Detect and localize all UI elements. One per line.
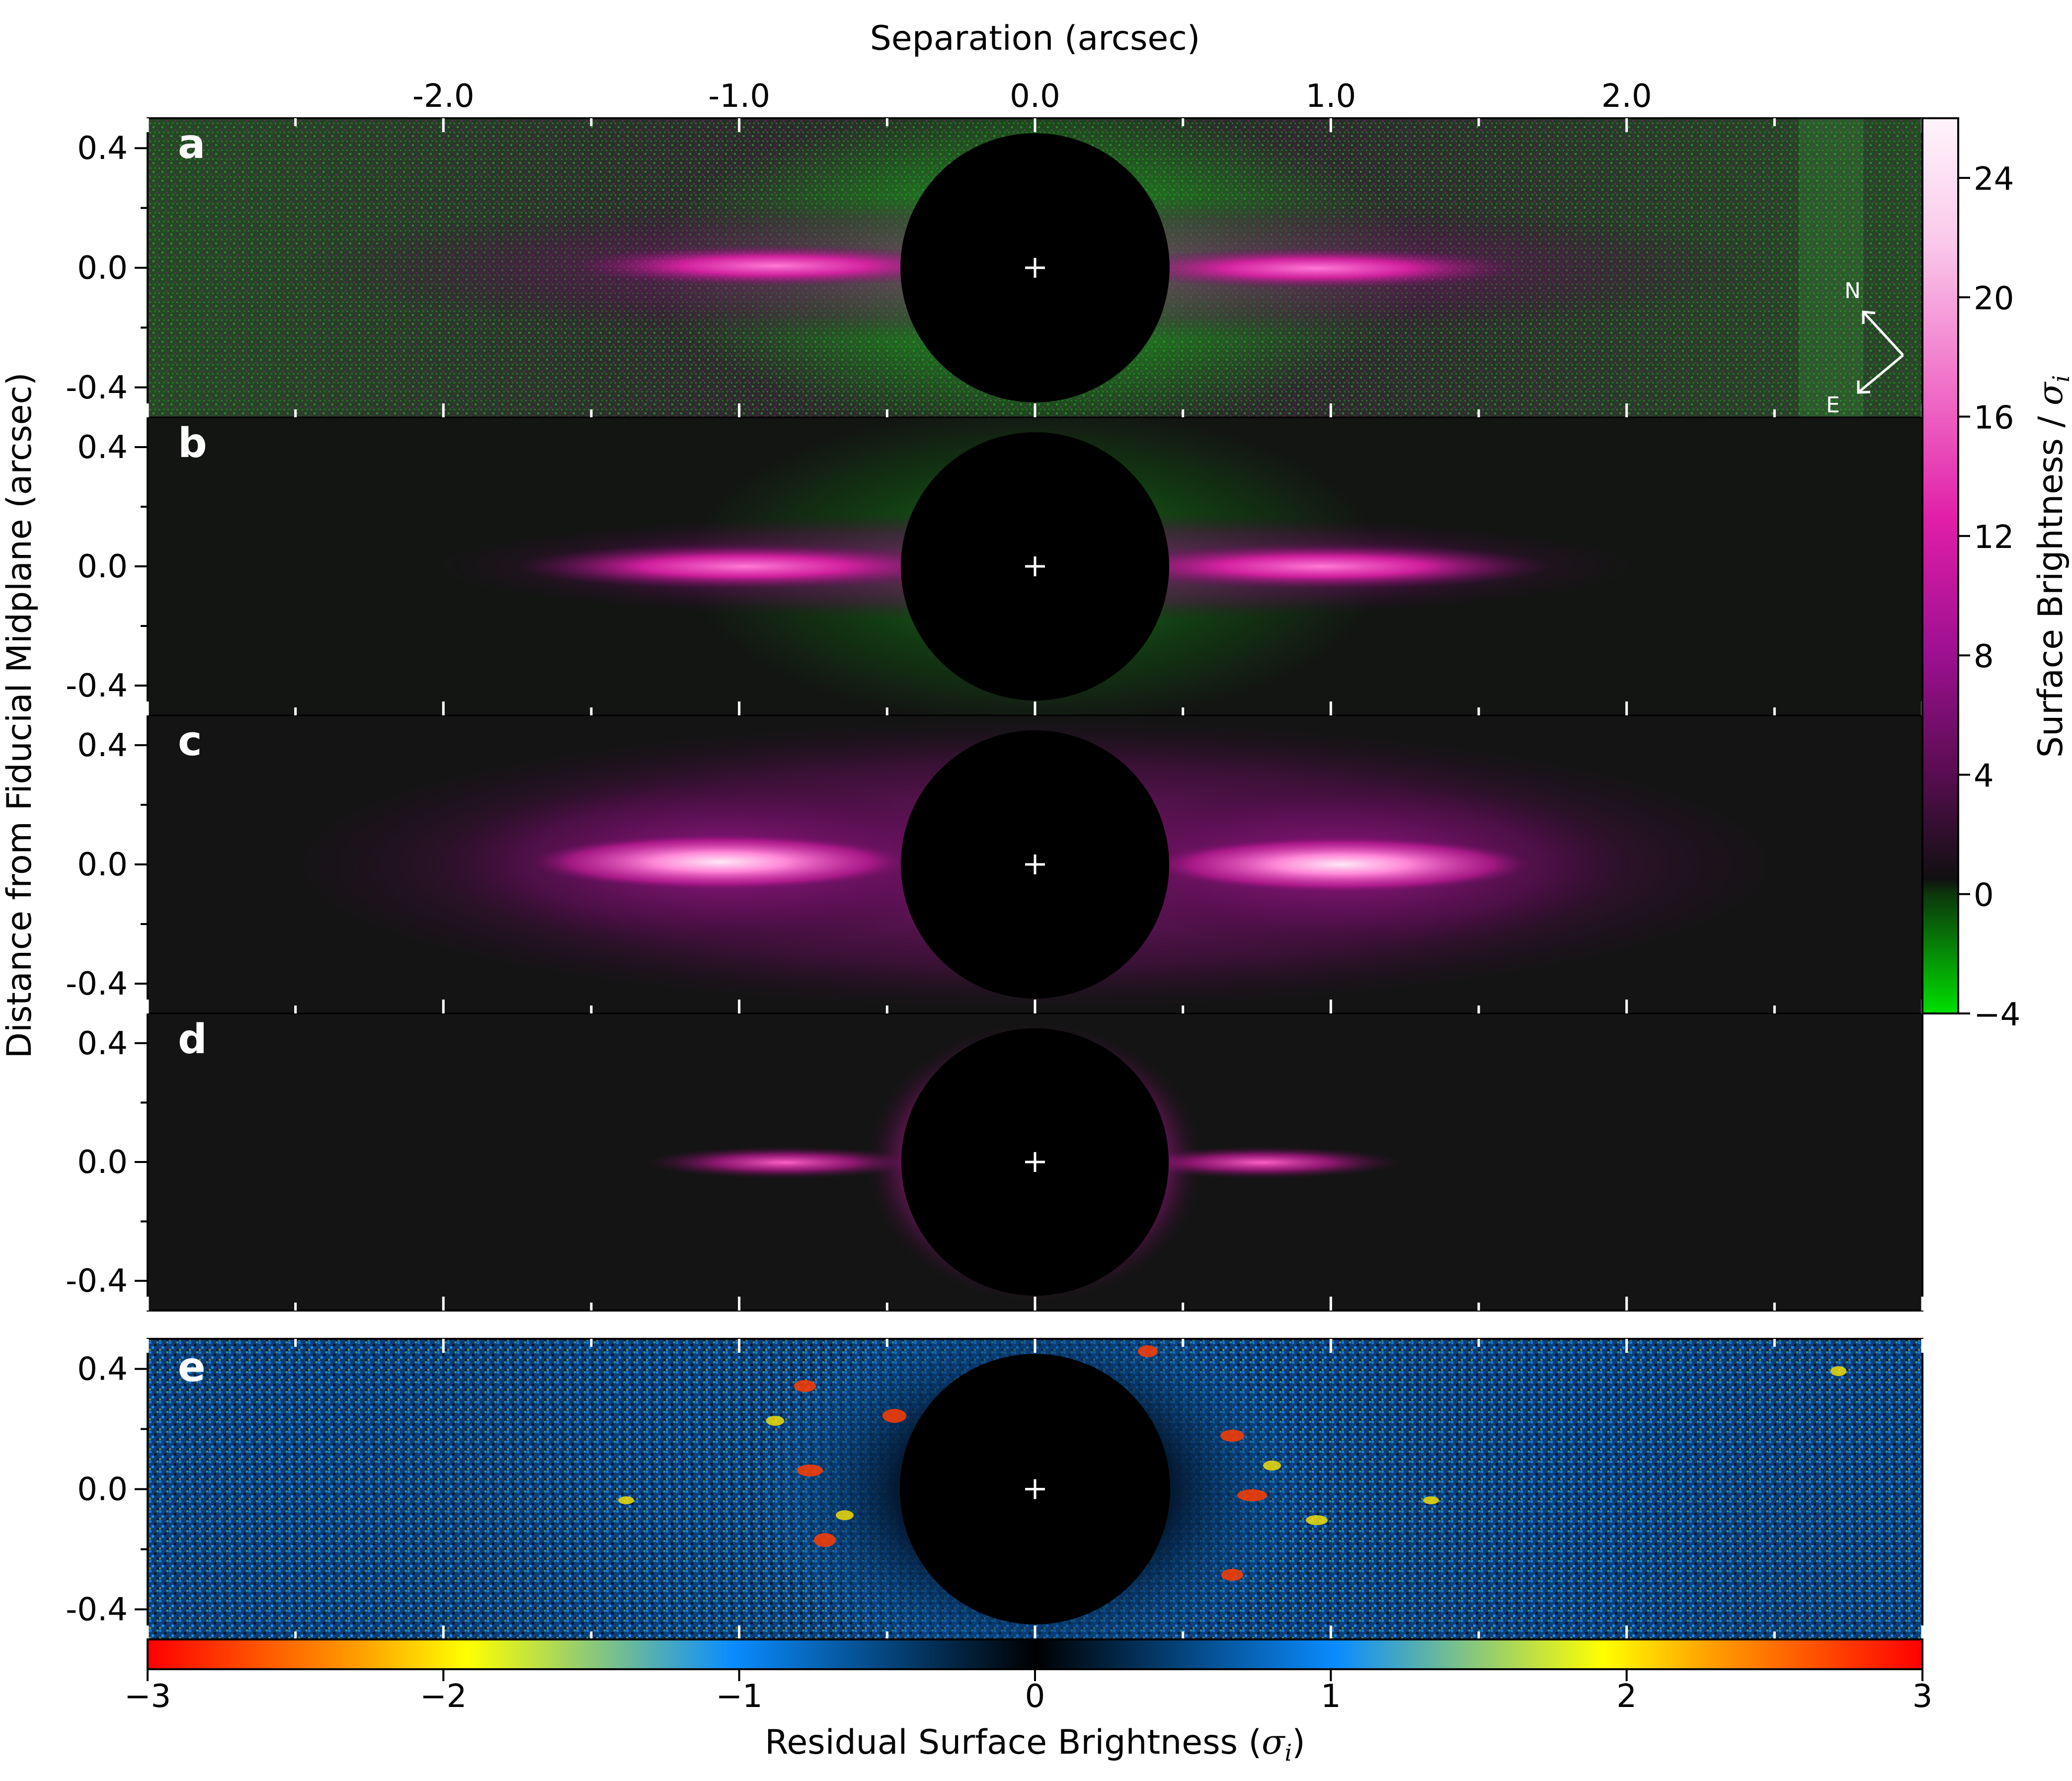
- colorbar-residual-tick-label: −3: [124, 1678, 171, 1715]
- colorbar-residual-tick-label: −2: [420, 1678, 467, 1715]
- star-position-marker: [1025, 1152, 1045, 1172]
- top-axis-label: Separation (arcsec): [870, 19, 1200, 58]
- y-tick-label: -0.4: [66, 1592, 128, 1628]
- colorbar-main-tick-label: 8: [1974, 638, 1994, 675]
- panel-letter-b: b: [178, 420, 207, 467]
- y-tick-label: 0.4: [77, 1025, 128, 1062]
- colorbar-main-tick-label: 4: [1974, 758, 1994, 794]
- x-tick-label: 2.0: [1601, 78, 1652, 115]
- compass-north-label: N: [1844, 278, 1861, 304]
- colorbar-residual-tick-label: 3: [1913, 1678, 1933, 1715]
- y-tick-label: 0.4: [77, 130, 128, 167]
- x-tick-label: -1.0: [708, 78, 770, 115]
- panel-letter-a: a: [178, 121, 205, 168]
- y-tick-label: -0.4: [66, 966, 128, 1003]
- panel-letter-c: c: [178, 718, 202, 765]
- y-tick-label: -0.4: [66, 370, 128, 406]
- x-tick-label: 1.0: [1305, 78, 1356, 115]
- x-tick-label: -2.0: [412, 78, 475, 115]
- colorbar-main-tick-label: 0: [1974, 877, 1994, 914]
- y-tick-label: -0.4: [66, 1263, 128, 1300]
- colorbar-main-tick-label: 20: [1974, 280, 2014, 317]
- colorbar-main-label: Surface Brightness / σi: [2031, 375, 2072, 758]
- colorbar-residual-tick-label: 0: [1025, 1678, 1045, 1715]
- star-position-marker: [1025, 258, 1045, 278]
- y-tick-label: 0.4: [77, 727, 128, 764]
- y-tick-label: 0.0: [77, 1471, 128, 1508]
- compass: [1857, 310, 1904, 394]
- y-tick-label: 0.4: [77, 1351, 128, 1388]
- y-tick-label: -0.4: [66, 668, 128, 704]
- colorbar-main-tick-label: 12: [1974, 519, 2014, 556]
- y-tick-label: 0.0: [77, 250, 128, 287]
- star-position-marker: [1025, 556, 1045, 576]
- colorbar-main: [1921, 117, 1959, 1014]
- star-position-marker: [1025, 1479, 1045, 1499]
- y-tick-label: 0.0: [77, 847, 128, 883]
- star-position-marker: [1025, 854, 1045, 874]
- colorbar-residual-tick-label: 1: [1321, 1678, 1341, 1715]
- colorbar-main-tick-label: 16: [1974, 400, 2014, 437]
- panel-letter-d: d: [178, 1016, 207, 1063]
- colorbar-main-tick-label: 24: [1974, 161, 2014, 198]
- y-tick-label: 0.4: [77, 429, 128, 466]
- colorbar-residual-label: Residual Surface Brightness (σi): [765, 1723, 1305, 1766]
- y-tick-label: 0.0: [77, 1144, 128, 1181]
- colorbar-residual-tick-label: −1: [716, 1678, 762, 1715]
- x-tick-label: 0.0: [1010, 78, 1060, 115]
- y-tick-label: 0.0: [77, 548, 128, 585]
- y-axis-label: Distance from Fiducial Midplane (arcsec): [0, 373, 39, 1059]
- compass-east-label: E: [1826, 392, 1840, 418]
- panel-letter-e: e: [178, 1344, 206, 1391]
- colorbar-residual: [147, 1638, 1923, 1670]
- colorbar-main-tick-label: −4: [1974, 997, 2020, 1033]
- colorbar-residual-tick-label: 2: [1616, 1678, 1637, 1715]
